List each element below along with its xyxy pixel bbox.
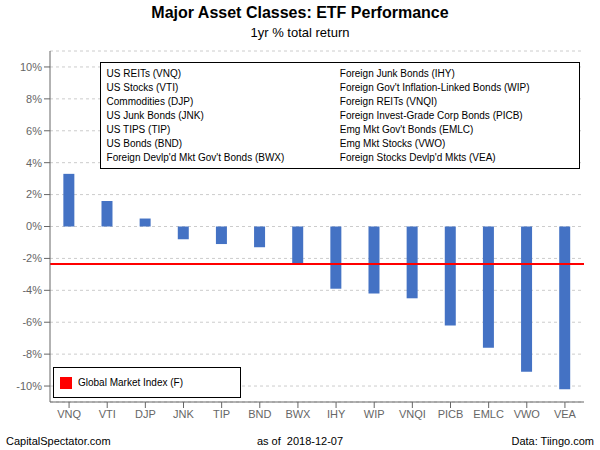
svg-text:-8%: -8% <box>22 348 42 360</box>
html-text:Foreign Gov't Inflation-Linked: Foreign Gov't Inflation-Linked Bonds (WI… <box>339 81 530 93</box>
html-text:Foreign REITs (VNQI): Foreign REITs (VNQI) <box>339 95 437 107</box>
html-text:Commodities (DJP): Commodities (DJP) <box>106 95 194 107</box>
svg-text:IHY: IHY <box>327 408 346 420</box>
html-text:CapitalSpectator.com: CapitalSpectator.com <box>6 435 111 447</box>
svg-text:PICB: PICB <box>438 408 464 420</box>
html-text:Emg Mkt Stocks (VWO): Emg Mkt Stocks (VWO) <box>339 137 446 149</box>
svg-text:8%: 8% <box>26 93 42 105</box>
svg-text:-2%: -2% <box>22 252 42 264</box>
svg-text:VWO: VWO <box>514 408 541 420</box>
html-text:as of 2018-12-07: as of 2018-12-07 <box>256 435 344 447</box>
svg-text:BND: BND <box>248 408 271 420</box>
html-text:US Bonds (BND): US Bonds (BND) <box>106 137 183 149</box>
html-text:1yr % total return: 1yr % total return <box>250 25 350 40</box>
svg-text:WIP: WIP <box>364 408 385 420</box>
html-text:Global Market Index (F): Global Market Index (F) <box>78 377 183 389</box>
svg-text:TIP: TIP <box>213 408 230 420</box>
svg-text:6%: 6% <box>26 125 42 137</box>
html-text:Emg Mkt Gov't Bonds (EMLC): Emg Mkt Gov't Bonds (EMLC) <box>339 123 474 135</box>
html-text:Data: Tiingo.com: Data: Tiingo.com <box>511 435 594 447</box>
html-text:US Junk Bonds (JNK): US Junk Bonds (JNK) <box>106 109 204 121</box>
svg-text:2%: 2% <box>26 188 42 200</box>
svg-text:-10%: -10% <box>16 380 42 392</box>
html-text:Foreign Invest-Grade Corp Bond: Foreign Invest-Grade Corp Bonds (PICB) <box>339 109 523 121</box>
html-text:US TIPS (TIP): US TIPS (TIP) <box>106 123 171 135</box>
html-text:Major Asset Classes: ETF Perfo: Major Asset Classes: ETF Performance <box>151 4 449 21</box>
svg-text:DJP: DJP <box>135 408 156 420</box>
html-text:US Stocks (VTI): US Stocks (VTI) <box>106 81 179 93</box>
svg-text:10%: 10% <box>20 61 42 73</box>
svg-text:JNK: JNK <box>173 408 194 420</box>
html-text:Foreign Devlp'd Mkt Gov't Bond: Foreign Devlp'd Mkt Gov't Bonds (BWX) <box>106 151 285 163</box>
svg-text:4%: 4% <box>26 157 42 169</box>
html-text:Foreign Junk Bonds (IHY): Foreign Junk Bonds (IHY) <box>339 67 455 79</box>
html-text:US REITs (VNQ): US REITs (VNQ) <box>106 67 181 79</box>
svg-text:VNQ: VNQ <box>57 408 81 420</box>
svg-text:VTI: VTI <box>99 408 116 420</box>
html-text:Foreign Stocks Devlp'd Mkts (V: Foreign Stocks Devlp'd Mkts (VEA) <box>339 151 496 163</box>
svg-text:VEA: VEA <box>554 408 577 420</box>
svg-text:-4%: -4% <box>22 284 42 296</box>
svg-text:-6%: -6% <box>22 316 42 328</box>
svg-text:0%: 0% <box>26 220 42 232</box>
svg-text:BWX: BWX <box>285 408 311 420</box>
svg-text:EMLC: EMLC <box>473 408 504 420</box>
svg-text:VNQI: VNQI <box>399 408 426 420</box>
